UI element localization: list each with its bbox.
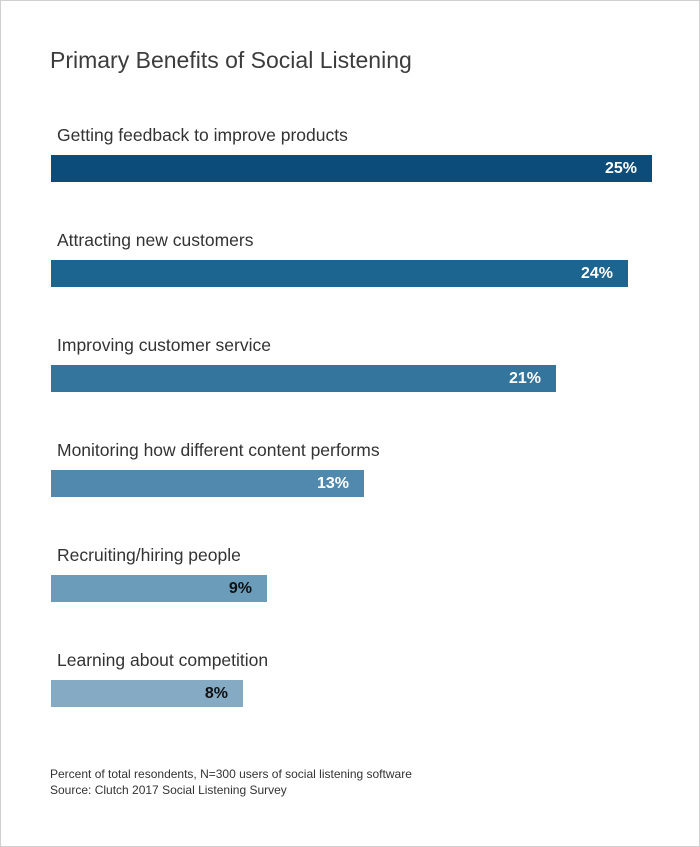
bar-value-label: 13% (316, 475, 349, 492)
bar (51, 260, 628, 287)
category-label: Recruiting/hiring people (57, 545, 241, 565)
bar-value-label: 21% (508, 370, 541, 387)
category-label: Improving customer service (57, 335, 271, 355)
bar (51, 365, 556, 392)
bar (51, 680, 243, 707)
category-label: Learning about competition (57, 650, 269, 670)
category-label: Monitoring how different content perform… (57, 440, 380, 460)
bar-value-label: 8% (204, 685, 228, 702)
bar-value-label: 25% (604, 160, 637, 177)
bar-value-label: 24% (580, 265, 613, 282)
bar-value-label: 9% (228, 580, 252, 597)
chart-title: Primary Benefits of Social Listening (50, 47, 412, 73)
bar (51, 575, 267, 602)
bar (51, 470, 364, 497)
footnote-respondents: Percent of total resondents, N=300 users… (50, 767, 412, 781)
footnote-source: Source: Clutch 2017 Social Listening Sur… (50, 783, 287, 797)
category-label: Attracting new customers (57, 230, 254, 250)
bar (51, 155, 652, 182)
category-label: Getting feedback to improve products (57, 125, 348, 145)
